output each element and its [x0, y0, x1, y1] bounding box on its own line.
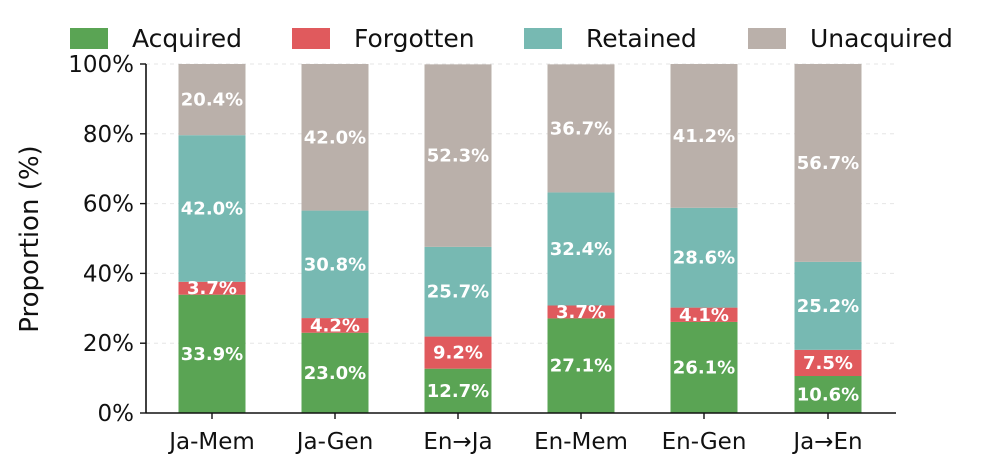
data-label: 52.3% [427, 146, 489, 167]
grid-lines [146, 63, 896, 344]
bar-unacquired-2 [424, 64, 492, 247]
data-label: 36.7% [550, 118, 612, 139]
data-label: 25.7% [427, 282, 489, 303]
y-tick-label: 40% [83, 261, 134, 287]
y-tick-label: 100% [68, 52, 134, 78]
data-label: 4.1% [679, 305, 729, 326]
x-tick-label: En-Mem [534, 429, 628, 455]
data-label: 27.1% [550, 356, 612, 377]
bars [178, 64, 862, 413]
bar-forgotten-4 [670, 307, 738, 322]
bar-retained-2 [424, 246, 492, 337]
legend-label-forgotten: Forgotten [354, 24, 475, 53]
bar-unacquired-1 [301, 64, 369, 211]
bar-acquired-0 [178, 294, 246, 413]
legend-swatch-acquired [70, 28, 108, 49]
data-label: 23.0% [304, 363, 366, 384]
bar-forgotten-1 [301, 318, 369, 333]
data-label: 7.5% [803, 353, 853, 374]
x-tick-label: Ja-Gen [295, 429, 374, 455]
data-label: 9.2% [433, 343, 483, 364]
y-tick-label: 0% [98, 401, 135, 427]
x-tick-label: En-Gen [662, 429, 747, 455]
data-label: 28.6% [673, 248, 735, 269]
bar-acquired-2 [424, 368, 492, 413]
x-tick-label: Ja→En [791, 429, 862, 455]
x-tick-label: Ja-Mem [167, 429, 255, 455]
data-label: 10.6% [797, 385, 859, 406]
y-tick-label: 20% [83, 331, 134, 357]
data-label: 4.2% [310, 315, 360, 336]
data-labels: 33.9% 3.7% 42.0% 20.4% 23.0% 4.2% 30.8% 42.0% 12… [181, 90, 859, 406]
bar-retained-0 [178, 135, 246, 282]
legend-label-retained: Retained [586, 24, 697, 53]
bar-unacquired-0 [178, 64, 246, 136]
legend-swatch-unacquired [748, 28, 786, 49]
data-label: 42.0% [181, 198, 243, 219]
x-tick-labels: Ja-Mem Ja-Gen En→Ja En-Mem En-Gen Ja→En [167, 413, 863, 455]
data-label: 41.2% [673, 126, 735, 147]
y-axis-title: Proportion (%) [15, 145, 45, 332]
legend-swatch-forgotten [292, 28, 330, 49]
bar-retained-3 [547, 192, 615, 306]
bar-forgotten-3 [547, 305, 615, 319]
bar-acquired-5 [794, 376, 862, 413]
data-label: 42.0% [304, 127, 366, 148]
data-label: 20.4% [181, 90, 243, 111]
legend-swatch-retained [524, 28, 562, 49]
bar-unacquired-3 [547, 64, 615, 193]
data-label: 25.2% [797, 296, 859, 317]
y-tick-label: 80% [83, 122, 134, 148]
data-label: 26.1% [673, 357, 735, 378]
bar-retained-1 [301, 210, 369, 319]
legend-label-acquired: Acquired [132, 24, 242, 53]
data-label: 56.7% [797, 153, 859, 174]
bar-forgotten-5 [794, 349, 862, 377]
bar-unacquired-4 [670, 64, 738, 208]
data-label: 3.7% [187, 278, 237, 299]
data-label: 33.9% [181, 344, 243, 365]
data-label: 3.7% [556, 302, 606, 323]
bar-acquired-4 [670, 321, 738, 413]
bar-acquired-3 [547, 318, 615, 413]
data-label: 12.7% [427, 381, 489, 402]
y-tick-labels: 0% 20% 40% 60% 80% 100% [68, 52, 146, 427]
legend-label-unacquired: Unacquired [810, 24, 953, 53]
axes [145, 64, 896, 414]
data-label: 32.4% [550, 239, 612, 260]
bar-forgotten-0 [178, 281, 246, 295]
bar-unacquired-5 [794, 64, 862, 262]
bar-retained-4 [670, 207, 738, 308]
bar-retained-5 [794, 261, 862, 350]
bar-acquired-1 [301, 332, 369, 413]
bar-forgotten-2 [424, 336, 492, 369]
data-label: 30.8% [304, 254, 366, 275]
legend: Acquired Forgotten Retained Unacquired [70, 24, 953, 53]
x-tick-label: En→Ja [423, 429, 492, 455]
y-tick-label: 60% [83, 192, 134, 218]
